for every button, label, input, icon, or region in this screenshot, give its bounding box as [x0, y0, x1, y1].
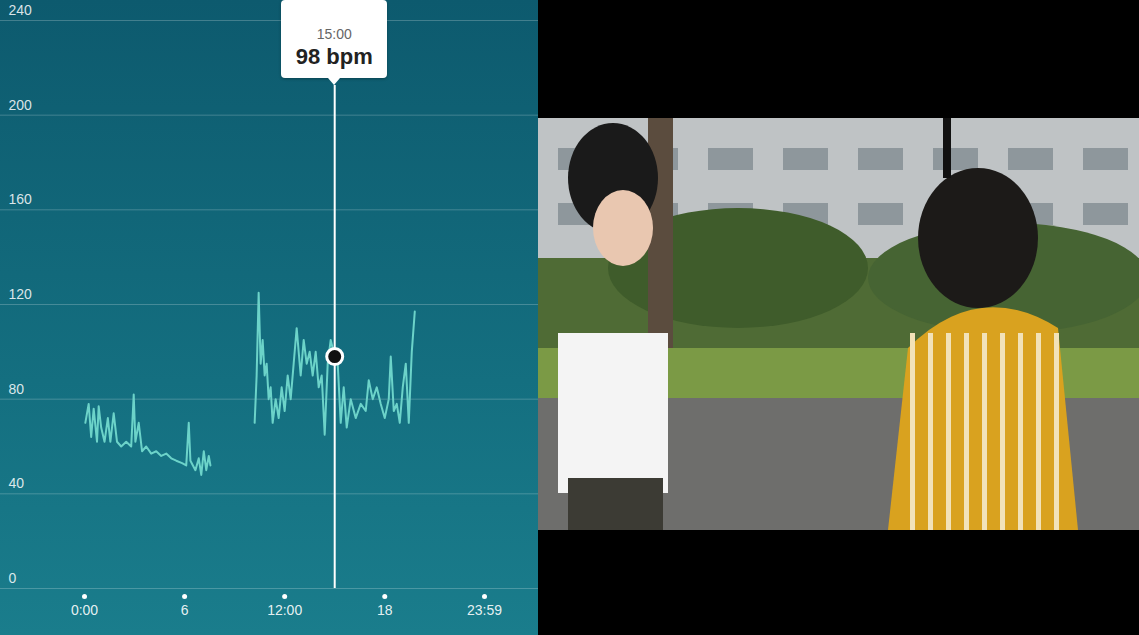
svg-text:6: 6 [181, 602, 189, 618]
svg-text:160: 160 [9, 191, 33, 207]
svg-text:40: 40 [9, 475, 25, 491]
html-text:98 bpm: 98 bpm [295, 44, 373, 69]
svg-text:18: 18 [377, 602, 393, 618]
svg-text:0: 0 [9, 570, 17, 586]
svg-text:23:59: 23:59 [467, 602, 502, 618]
svg-text:240: 240 [9, 2, 33, 18]
svg-text:0:00: 0:00 [71, 602, 98, 618]
svg-text:120: 120 [9, 286, 33, 302]
svg-text:200: 200 [9, 97, 33, 113]
svg-text:80: 80 [9, 381, 25, 397]
html-text:15:00: 15:00 [316, 26, 352, 42]
svg-text:12:00: 12:00 [267, 602, 302, 618]
